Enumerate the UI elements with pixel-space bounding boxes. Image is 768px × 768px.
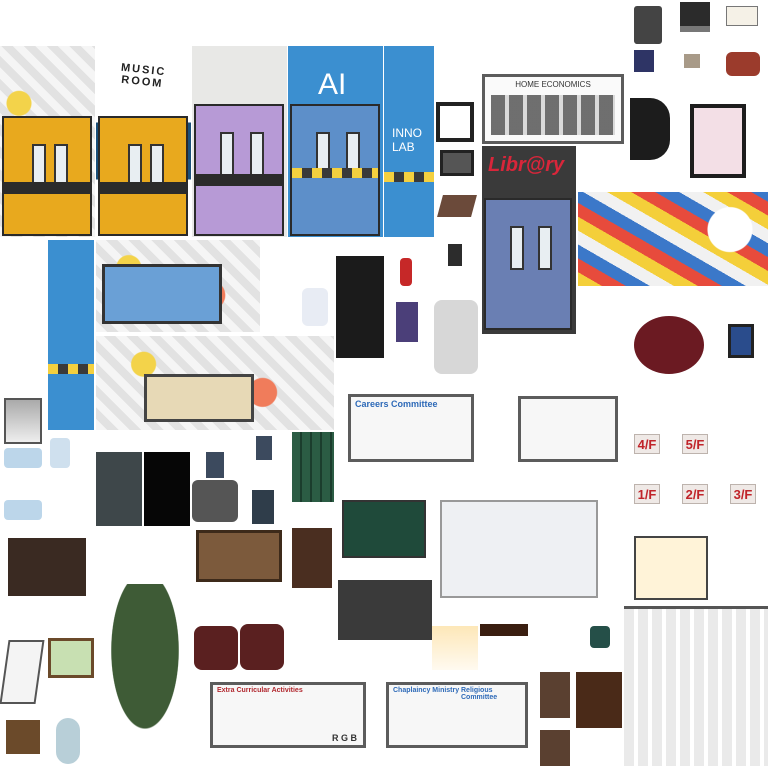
chair-icon [252, 490, 274, 524]
careers-committee-title: Careers Committee [355, 399, 438, 409]
mirror-icon [4, 398, 42, 444]
shelving-icon [338, 580, 432, 640]
ai-door-tile: AI [288, 46, 383, 237]
chaplaincy-board: Chaplaincy Ministry Religious Committee [386, 682, 528, 748]
floor-sign-1f: 1/F [634, 484, 660, 504]
frame-stack-icon [196, 530, 282, 582]
careers-committee-board: Careers Committee [348, 394, 474, 462]
chair-brown-icon [540, 730, 570, 766]
certificate-frame [436, 102, 474, 142]
bin-icon [634, 6, 662, 44]
inno-lab-sign-line1: INNO [392, 126, 422, 140]
library-sign: Libr@ry [488, 154, 565, 176]
sink-icon [4, 500, 42, 520]
chair-brown-icon [540, 672, 570, 718]
chair-small-icon [206, 452, 224, 478]
library-door-tile: Libr@ry [482, 146, 576, 334]
extra-curricular-title: Extra Curricular Activities [217, 687, 303, 694]
floor-sign-5f: 5/F [682, 434, 708, 454]
reception-counter [440, 500, 598, 598]
toilet-paper-icon [302, 288, 328, 326]
easel-icon [0, 640, 45, 704]
upright-piano-icon [336, 256, 384, 358]
purple-door [194, 104, 284, 236]
yellow-door-tile-1 [0, 46, 95, 237]
timetable-board [518, 396, 618, 462]
desk-brown-icon [576, 672, 622, 728]
inno-lab-wall: INNO LAB [384, 46, 434, 237]
box-icon [684, 54, 700, 68]
desk-cluster-icon [192, 480, 238, 522]
photo-frame [440, 150, 474, 176]
vase-icon [56, 718, 80, 764]
dark-wall-panel [96, 452, 142, 526]
telephone-icon [590, 626, 610, 648]
yellow-door [2, 116, 92, 236]
notice-display [144, 374, 254, 422]
portrait-frame [728, 324, 754, 358]
grand-piano-icon [630, 98, 670, 160]
inno-lab-sign-line2: LAB [392, 140, 415, 154]
religious-title: Religious Committee [461, 687, 498, 701]
colorful-mural [578, 192, 768, 286]
cabinet-icon [292, 528, 332, 588]
bag-icon [726, 52, 760, 76]
laptop-icon [680, 2, 710, 32]
notebook-icon [634, 50, 654, 72]
floor-sign-2f: 2/F [682, 484, 708, 504]
fire-extinguisher-icon [400, 258, 412, 286]
display-case-mural [96, 240, 260, 332]
round-rug-icon [634, 316, 704, 374]
open-book-icon [726, 6, 758, 26]
ai-sign: AI [318, 68, 347, 101]
stool-icon [396, 302, 418, 342]
painting-easel-icon [48, 638, 94, 678]
light-glow [432, 626, 478, 670]
music-room-sign: MUSIC ROOM [120, 61, 167, 91]
armchair-icon [194, 626, 238, 670]
staircase-icon [624, 606, 768, 766]
toilet-icon [434, 300, 478, 374]
locker-icon [292, 432, 334, 502]
rgb-label: R G B [331, 733, 357, 743]
sink-side-icon [50, 438, 70, 468]
chaplaincy-title: Chaplaincy Ministry [393, 687, 460, 694]
floor-sign-3f: 3/F [730, 484, 756, 504]
armchair-icon [240, 624, 284, 670]
purple-door-tile [192, 46, 287, 237]
pine-tree-icon [102, 584, 188, 750]
chair-small-icon [256, 436, 272, 460]
craft-table-photo [8, 538, 86, 596]
perfume-frame [690, 104, 746, 178]
blue-wall-segment [48, 240, 94, 430]
award-board [634, 536, 708, 600]
music-room-door-tile: MUSIC ROOM [96, 46, 191, 237]
palette-icon [6, 720, 40, 754]
display-case [102, 264, 222, 324]
home-economics-board: HOME ECONOMICS [482, 74, 624, 144]
home-economics-title: HOME ECONOMICS [515, 80, 591, 89]
library-door [484, 198, 572, 330]
floor-sign-4f: 4/F [634, 434, 660, 454]
extra-curricular-board: Extra Curricular Activities R G B [210, 682, 366, 748]
blue-door [290, 104, 380, 236]
sink-icon [4, 448, 42, 468]
yellow-door [98, 116, 188, 236]
dark-doorway [144, 452, 190, 526]
green-noticeboard [342, 500, 426, 558]
book-icon [437, 195, 477, 217]
dark-bar [480, 624, 528, 636]
comic-mural [96, 336, 334, 430]
bin-small-icon [448, 244, 462, 266]
